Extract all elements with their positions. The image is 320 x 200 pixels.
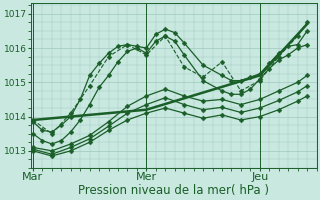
X-axis label: Pression niveau de la mer( hPa ): Pression niveau de la mer( hPa ): [78, 184, 269, 197]
